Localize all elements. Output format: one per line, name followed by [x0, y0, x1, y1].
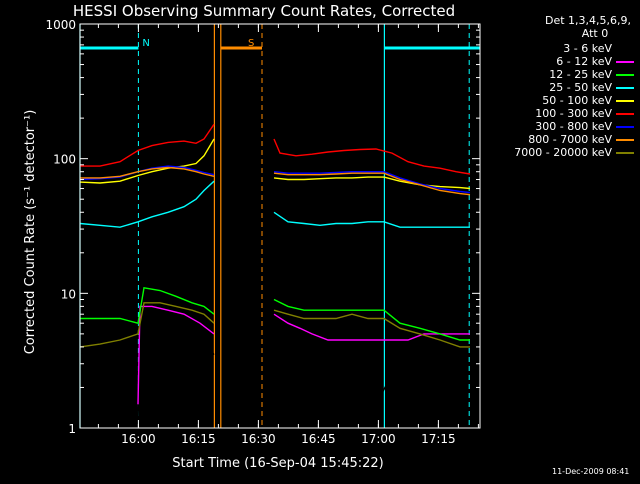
legend-swatch	[616, 74, 634, 76]
plot-frame	[79, 23, 481, 429]
legend-header-line-2: Att 0	[581, 27, 609, 40]
legend-label: 7000 - 20000 keV	[514, 146, 612, 159]
x-tick-label: 17:15	[421, 432, 456, 446]
annotation-label: S	[248, 38, 254, 49]
legend-label: 300 - 800 keV	[535, 120, 612, 133]
legend-label: 800 - 7000 keV	[528, 133, 612, 146]
series-line-2	[80, 286, 470, 341]
series-line-7	[80, 166, 471, 196]
x-tick-label: 16:00	[121, 432, 156, 446]
legend-item: 50 - 100 keV	[482, 94, 638, 107]
legend-swatch	[616, 100, 634, 102]
series-line-8	[80, 302, 470, 348]
legend-item: 100 - 300 keV	[482, 107, 638, 120]
legend-item: 25 - 50 keV	[482, 81, 638, 94]
legend-label: 50 - 100 keV	[542, 94, 612, 107]
legend-swatch	[616, 139, 634, 141]
legend-swatch	[616, 61, 634, 63]
y-tick-label: 1	[68, 422, 76, 436]
axes: 1 10 100 1000 16:00 16:15 16:30 16:45 17:00 17:15	[45, 18, 481, 446]
legend-label: 12 - 25 keV	[549, 68, 612, 81]
legend-header-line-1: Det 1,3,4,5,6,9,	[544, 14, 632, 27]
x-tick-label: 16:15	[181, 432, 216, 446]
chart-title: HESSI Observing Summary Count Rates, Cor…	[73, 2, 455, 20]
legend-item: 12 - 25 keV	[482, 68, 638, 81]
generation-timestamp: 11-Dec-2009 08:41	[552, 467, 630, 476]
legend-label: 25 - 50 keV	[549, 81, 612, 94]
y-axis-title: Corrected Count Rate (s⁻¹ detector⁻¹)	[23, 110, 38, 355]
legend-label: 100 - 300 keV	[535, 107, 612, 120]
series-line-3	[80, 180, 470, 228]
legend-label: 3 - 6 keV	[563, 42, 612, 55]
series-line-6	[80, 165, 471, 194]
legend-label: 6 - 12 keV	[556, 55, 612, 68]
series-line-5	[80, 123, 471, 175]
y-tick-label: 10	[61, 287, 76, 301]
x-tick-label: 17:00	[361, 432, 396, 446]
y-tick-label: 1000	[45, 18, 76, 32]
legend-item: 7000 - 20000 keV	[482, 146, 638, 159]
legend-swatch	[616, 48, 634, 50]
legend-swatch	[616, 113, 634, 115]
legend-swatch	[616, 87, 634, 89]
y-tick-label: 100	[53, 153, 76, 167]
legend-item: 3 - 6 keV	[482, 42, 638, 55]
legend-item: 6 - 12 keV	[482, 55, 638, 68]
x-axis-title: Start Time (16-Sep-04 15:45:22)	[172, 456, 383, 471]
x-tick-label: 16:30	[241, 432, 276, 446]
legend-item: 800 - 7000 keV	[482, 133, 638, 146]
series-line-1	[137, 305, 470, 405]
annotation-label: N	[142, 38, 149, 49]
legend-swatch	[616, 126, 634, 128]
x-tick-label: 16:45	[301, 432, 336, 446]
series-line-4	[80, 138, 471, 190]
legend-swatch	[616, 152, 634, 154]
legend-item: 300 - 800 keV	[482, 120, 638, 133]
series-layer	[80, 123, 471, 428]
